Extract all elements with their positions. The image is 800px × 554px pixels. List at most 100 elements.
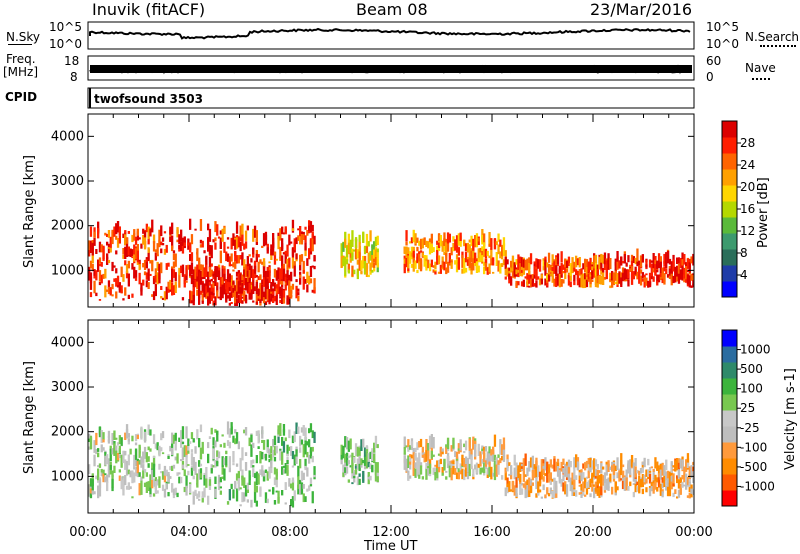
- power-echo-cell: [360, 271, 363, 275]
- power-echo-cell: [122, 298, 125, 301]
- velocity-echo-cell: [376, 476, 379, 482]
- velocity-echo-cell: [470, 456, 473, 470]
- velocity-echo-cell: [688, 466, 691, 479]
- velocity-echo-cell: [201, 491, 204, 499]
- velocity-echo-cell: [104, 473, 107, 476]
- velocity-echo-cell: [302, 432, 305, 435]
- power-echo-cell: [535, 280, 538, 288]
- power-echo-cell: [567, 256, 571, 266]
- power-echo-cell: [674, 266, 677, 274]
- power-echo-cell: [275, 288, 278, 294]
- power-echo-cell: [306, 230, 309, 236]
- velocity-colorbar-tick-label: 25: [740, 401, 755, 415]
- velocity-echo-cell: [266, 471, 269, 481]
- power-echo-cell: [488, 232, 491, 243]
- power-ytick-label: 1000: [51, 263, 84, 278]
- velocity-echo-cell: [250, 434, 253, 443]
- velocity-echo-cell: [255, 430, 258, 436]
- nsky-trace: [89, 27, 691, 40]
- velocity-echo-cell: [109, 448, 112, 462]
- power-echo-cell: [547, 263, 551, 275]
- power-echo-cell: [181, 237, 185, 247]
- power-echo-cell: [273, 295, 277, 300]
- velocity-echo-cell: [367, 453, 370, 464]
- power-echo-cell: [127, 260, 130, 269]
- power-echo-cell: [255, 253, 258, 263]
- power-echo-cell: [244, 241, 248, 249]
- power-echo-cell: [118, 226, 121, 236]
- power-echo-cell: [207, 296, 210, 304]
- power-echo-cell: [237, 281, 240, 294]
- velocity-echo-cell: [598, 470, 601, 474]
- power-ytick-label: 3000: [51, 174, 84, 189]
- velocity-echo-cell: [450, 445, 453, 452]
- power-echo-cell: [134, 236, 138, 245]
- velocity-echo-cell: [109, 465, 112, 470]
- velocity-echo-cell: [353, 456, 356, 463]
- power-echo-cell: [553, 261, 556, 274]
- power-echo-cell: [180, 241, 183, 252]
- velocity-echo-cell: [560, 461, 563, 472]
- velocity-echo-cell: [528, 461, 531, 472]
- power-echo-cell: [463, 258, 466, 271]
- velocity-echo-cell: [161, 431, 165, 439]
- velocity-echo-cell: [531, 455, 534, 466]
- power-echo-cell: [134, 270, 138, 278]
- velocity-echo-cell: [156, 490, 159, 494]
- velocity-echo-cell: [479, 467, 482, 475]
- power-echo-cell: [295, 253, 298, 260]
- velocity-echo-cell: [290, 499, 293, 507]
- velocity-echo-cell: [403, 447, 406, 455]
- velocity-echo-cell: [497, 454, 500, 458]
- power-echo-cell: [286, 295, 289, 304]
- power-echo-cell: [670, 272, 673, 286]
- velocity-echo-cell: [270, 461, 273, 468]
- velocity-echo-cell: [403, 455, 406, 463]
- power-echo-cell: [189, 218, 192, 230]
- velocity-echo-cell: [549, 487, 552, 495]
- velocity-echo-cell: [419, 462, 423, 467]
- velocity-echo-cell: [425, 445, 428, 454]
- power-echo-cell: [212, 286, 215, 299]
- power-echo-cell: [425, 240, 428, 247]
- velocity-echo-cell: [118, 445, 121, 454]
- velocity-echo-cell: [457, 448, 460, 451]
- power-echo-cell: [499, 263, 502, 273]
- velocity-echo-cell: [569, 483, 572, 492]
- power-echo-cell: [455, 254, 459, 260]
- power-echo-cell: [277, 269, 280, 280]
- velocity-echo-cell: [639, 479, 643, 488]
- power-echo-cell: [367, 274, 370, 278]
- velocity-colorbar-frame: [721, 329, 738, 507]
- power-echo-cell: [136, 244, 139, 251]
- power-echo-cell: [428, 263, 432, 272]
- power-echo-cell: [145, 223, 148, 233]
- power-echo-cell: [120, 285, 123, 294]
- power-echo-cell: [97, 221, 100, 232]
- velocity-echo-cell: [553, 478, 556, 483]
- power-echo-cell: [208, 228, 212, 242]
- power-echo-cell: [560, 279, 563, 287]
- velocity-echo-cell: [414, 452, 417, 461]
- power-echo-cell: [210, 269, 213, 277]
- power-echo-cell: [253, 273, 257, 279]
- velocity-echo-cell: [573, 489, 576, 493]
- power-echo-cell: [616, 251, 619, 262]
- velocity-echo-cell: [596, 476, 599, 486]
- power-echo-cell: [587, 279, 590, 282]
- power-echo-cell: [304, 246, 307, 257]
- velocity-echo-cell: [189, 484, 192, 492]
- power-echo-cell: [679, 269, 682, 279]
- velocity-echo-cell: [221, 468, 224, 471]
- velocity-echo-cell: [410, 454, 414, 459]
- power-echo-cell: [547, 252, 551, 263]
- velocity-echo-cell: [645, 487, 648, 493]
- power-echo-cell: [95, 292, 98, 297]
- power-echo-cell: [273, 268, 277, 278]
- power-colorbar-tick-label: 12: [740, 224, 755, 238]
- power-echo-cell: [519, 256, 522, 263]
- velocity-echo-cell: [580, 472, 583, 482]
- power-echo-cell: [295, 237, 298, 245]
- velocity-echo-cell: [493, 460, 497, 473]
- power-echo-cell: [540, 274, 543, 279]
